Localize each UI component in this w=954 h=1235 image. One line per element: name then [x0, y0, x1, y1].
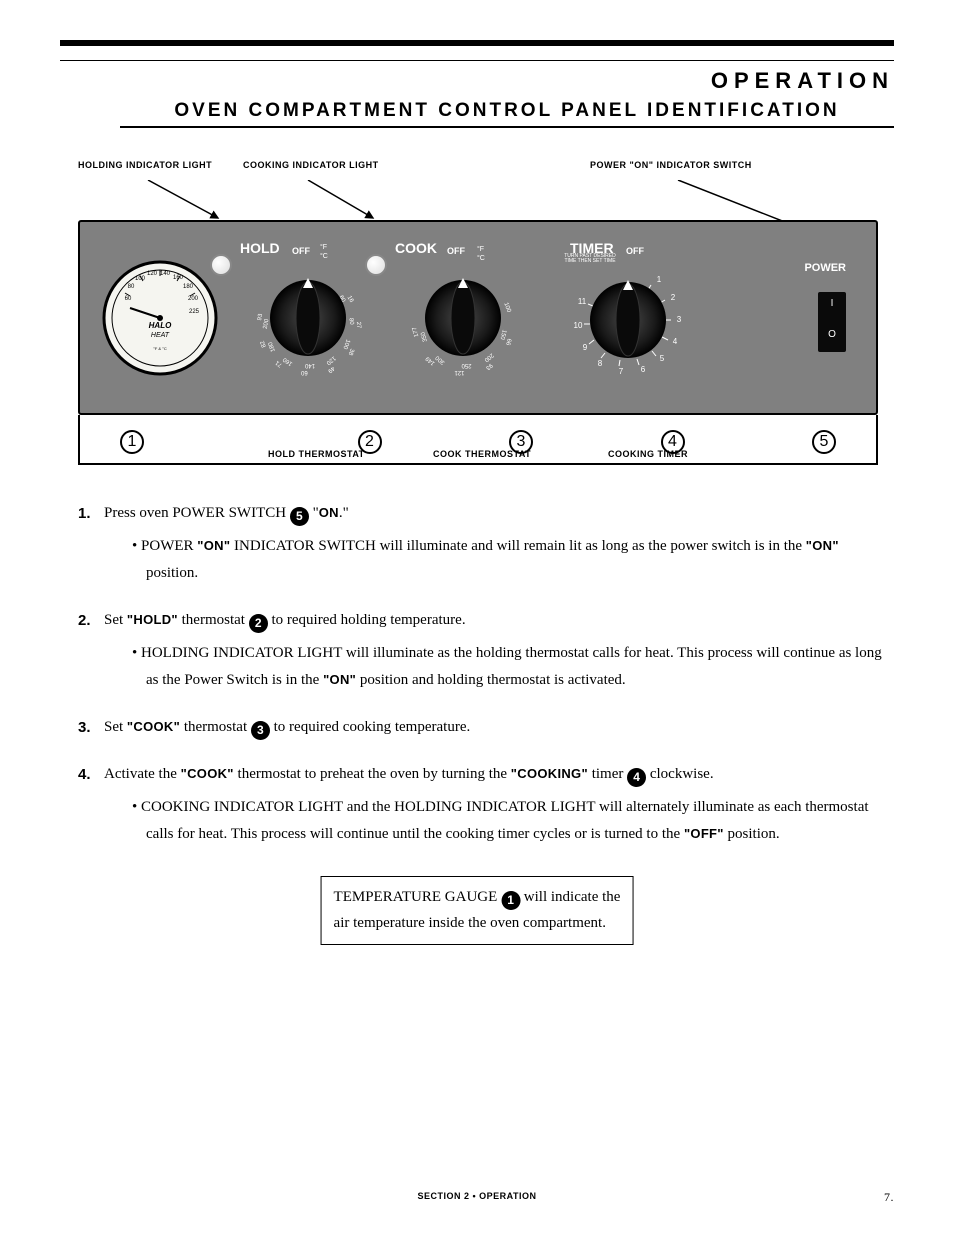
annotation-arrows	[78, 180, 878, 220]
holding-indicator-light	[210, 254, 232, 276]
timer-knob-group: TIMER OFF TURN PAST DESIRED TIME THEN SE…	[540, 222, 715, 413]
svg-text:°F & °C: °F & °C	[153, 346, 167, 351]
num-5: 5	[812, 430, 836, 454]
timer-knob: 12 3 4 5 6 7 8 9 10 11	[553, 248, 703, 388]
svg-text:149300: 149300	[424, 349, 446, 370]
header-rules: OPERATION	[60, 40, 894, 100]
control-panel-diagram: HOLDING INDICATOR LIGHT COOKING INDICATO…	[78, 160, 878, 467]
svg-text:6: 6	[640, 365, 645, 374]
cook-knob: 100 66150 93200 121250 149300 177350	[398, 253, 528, 383]
cook-label: COOK	[395, 240, 437, 256]
svg-text:10: 10	[573, 321, 582, 330]
oven-control-panel: 6080 100120 140160 180200 225 HALO HEAT …	[78, 220, 878, 415]
svg-text:4: 4	[672, 337, 677, 346]
bottom-labels: HOLD THERMOSTAT COOK THERMOSTAT COOKING …	[78, 465, 878, 467]
hold-label: HOLD	[240, 240, 280, 256]
timer-off-label: OFF	[626, 246, 644, 256]
svg-text:5: 5	[659, 354, 664, 363]
svg-text:2: 2	[670, 293, 675, 302]
instructions-list: Press oven POWER SWITCH 5 "ON." POWER "O…	[78, 500, 894, 868]
annot-power-switch: POWER "ON" INDICATOR SWITCH	[590, 160, 752, 170]
svg-text:HEAT: HEAT	[151, 332, 170, 339]
power-label: POWER	[804, 262, 846, 274]
svg-text:93200: 93200	[479, 351, 499, 370]
page-footer: SECTION 2 • OPERATION 7.	[60, 1191, 894, 1201]
svg-text:8: 8	[597, 359, 602, 368]
svg-text:49120: 49120	[321, 354, 341, 373]
svg-text:200: 200	[188, 296, 199, 302]
svg-text:HALO: HALO	[149, 321, 172, 330]
step-2-bullet: HOLDING INDICATOR LIGHT will illuminate …	[132, 640, 894, 694]
temperature-gauge: 6080 100120 140160 180200 225 HALO HEAT …	[100, 258, 220, 378]
hold-knob: 1660 2780 38100 49120 60140 71160 82180 …	[243, 253, 373, 383]
top-annotations: HOLDING INDICATOR LIGHT COOKING INDICATO…	[78, 160, 878, 180]
svg-text:7: 7	[618, 367, 623, 376]
svg-text:80: 80	[128, 284, 135, 290]
footer-text: SECTION 2 • OPERATION	[418, 1191, 537, 1201]
svg-text:121250: 121250	[453, 362, 471, 375]
step-4: Activate the "COOK" thermostat to prehea…	[78, 761, 894, 848]
svg-text:60140: 60140	[300, 362, 315, 375]
svg-text:38100: 38100	[339, 338, 356, 356]
label-hold-thermostat: HOLD THERMOSTAT	[268, 449, 365, 459]
svg-text:3: 3	[676, 315, 681, 324]
svg-text:140: 140	[160, 271, 171, 277]
svg-text:11: 11	[577, 297, 586, 306]
svg-text:1: 1	[656, 275, 661, 284]
section-label: OPERATION	[701, 68, 894, 94]
svg-text:82180: 82180	[259, 336, 276, 354]
cook-off-label: OFF	[447, 246, 465, 256]
power-switch: I O	[818, 292, 846, 352]
svg-text:60: 60	[125, 296, 132, 302]
hold-off-label: OFF	[292, 246, 310, 256]
svg-text:9: 9	[582, 343, 587, 352]
label-cooking-timer: COOKING TIMER	[608, 449, 688, 459]
num-1: 1	[120, 430, 144, 454]
step-2: Set "HOLD" thermostat 2 to required hold…	[78, 607, 894, 694]
svg-text:2780: 2780	[347, 317, 361, 330]
svg-text:180: 180	[183, 284, 194, 290]
annot-holding-light: HOLDING INDICATOR LIGHT	[78, 160, 212, 170]
svg-text:225: 225	[189, 309, 200, 315]
svg-text:93200: 93200	[255, 312, 270, 329]
cooking-indicator-light	[365, 254, 387, 276]
label-cook-thermostat: COOK THERMOSTAT	[433, 449, 531, 459]
step-1-bullet: POWER "ON" INDICATOR SWITCH will illumin…	[132, 533, 894, 587]
annot-cooking-light: COOKING INDICATOR LIGHT	[243, 160, 379, 170]
hold-knob-group: HOLD OFF °F °C 1660 2780 38100 49120 601…	[230, 222, 385, 413]
svg-text:66150: 66150	[497, 328, 513, 346]
step-1: Press oven POWER SWITCH 5 "ON." POWER "O…	[78, 500, 894, 587]
svg-text:71160: 71160	[274, 352, 294, 371]
page-number: 7.	[884, 1190, 894, 1205]
temperature-gauge-note: TEMPERATURE GAUGE 1 will indicate the ai…	[321, 876, 634, 945]
svg-text:100: 100	[502, 301, 511, 313]
step-4-bullet: COOKING INDICATOR LIGHT and the HOLDING …	[132, 794, 894, 848]
page-subtitle: OVEN COMPARTMENT CONTROL PANEL IDENTIFIC…	[120, 100, 894, 128]
cook-knob-group: COOK OFF °F °C 100 66150 93200 121250 14…	[385, 222, 540, 413]
step-3: Set "COOK" thermostat 3 to required cook…	[78, 714, 894, 741]
svg-text:120: 120	[147, 271, 158, 277]
